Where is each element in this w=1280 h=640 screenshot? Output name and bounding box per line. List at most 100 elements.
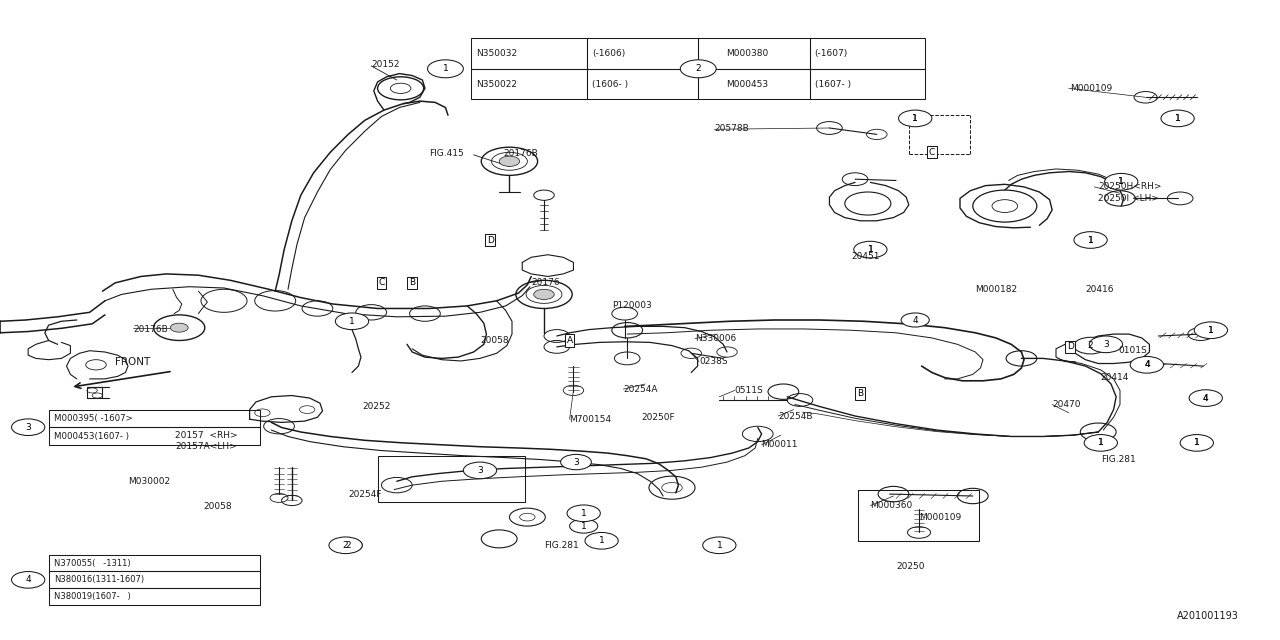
Text: 4: 4 bbox=[26, 575, 31, 584]
Text: C: C bbox=[379, 278, 384, 287]
Circle shape bbox=[1130, 356, 1164, 373]
Text: FIG.281: FIG.281 bbox=[1101, 455, 1135, 464]
Text: 4: 4 bbox=[1144, 360, 1149, 369]
Text: (-1606): (-1606) bbox=[593, 49, 626, 58]
Text: 3: 3 bbox=[1103, 340, 1108, 349]
Text: (1607- ): (1607- ) bbox=[814, 79, 851, 88]
Text: 1: 1 bbox=[581, 509, 586, 518]
Text: FRONT: FRONT bbox=[115, 356, 151, 367]
Text: 1: 1 bbox=[1098, 438, 1103, 447]
Text: 20252: 20252 bbox=[362, 402, 390, 411]
Circle shape bbox=[1189, 390, 1222, 406]
Text: M030002: M030002 bbox=[128, 477, 170, 486]
Text: N350022: N350022 bbox=[476, 79, 517, 88]
Text: 1: 1 bbox=[913, 114, 918, 123]
Text: 1: 1 bbox=[868, 245, 873, 254]
Text: 20250F: 20250F bbox=[641, 413, 675, 422]
Circle shape bbox=[1164, 111, 1192, 125]
Text: 1: 1 bbox=[1194, 438, 1199, 447]
Text: A: A bbox=[567, 336, 572, 345]
Text: D: D bbox=[1066, 342, 1074, 351]
Circle shape bbox=[1133, 358, 1161, 372]
Text: C: C bbox=[929, 148, 934, 157]
Circle shape bbox=[567, 505, 600, 522]
Circle shape bbox=[1076, 233, 1105, 247]
Text: 1: 1 bbox=[349, 317, 355, 326]
Text: B: B bbox=[410, 278, 415, 287]
Text: 20176: 20176 bbox=[531, 278, 559, 287]
Circle shape bbox=[901, 313, 929, 327]
Circle shape bbox=[1180, 435, 1213, 451]
Circle shape bbox=[681, 60, 717, 78]
Text: 20152: 20152 bbox=[371, 60, 399, 68]
Text: M000453: M000453 bbox=[727, 79, 768, 88]
Text: N370055(   -1311): N370055( -1311) bbox=[54, 559, 131, 568]
Text: M000182: M000182 bbox=[975, 285, 1018, 294]
Text: 20416: 20416 bbox=[1085, 285, 1114, 294]
Text: 1: 1 bbox=[1088, 236, 1093, 244]
Text: 1: 1 bbox=[443, 64, 448, 74]
Text: 1: 1 bbox=[1088, 236, 1093, 244]
Text: 20157A<LH>: 20157A<LH> bbox=[175, 442, 237, 451]
Circle shape bbox=[12, 419, 45, 435]
Text: 1: 1 bbox=[717, 541, 722, 550]
Text: 20176B: 20176B bbox=[503, 149, 538, 158]
Text: 0101S: 0101S bbox=[1119, 346, 1147, 355]
Circle shape bbox=[428, 60, 463, 78]
Text: 3: 3 bbox=[573, 458, 579, 467]
Circle shape bbox=[1084, 435, 1117, 451]
Circle shape bbox=[1183, 436, 1211, 450]
Circle shape bbox=[703, 537, 736, 554]
Text: 20451: 20451 bbox=[851, 252, 879, 260]
Text: 20254B: 20254B bbox=[778, 412, 813, 420]
Text: N350032: N350032 bbox=[476, 49, 517, 58]
Text: 20578B: 20578B bbox=[714, 124, 749, 132]
Text: 1: 1 bbox=[1119, 177, 1124, 186]
Circle shape bbox=[499, 156, 520, 166]
Circle shape bbox=[12, 572, 45, 588]
Text: 20254A: 20254A bbox=[623, 385, 658, 394]
Circle shape bbox=[1107, 175, 1135, 189]
Circle shape bbox=[901, 111, 929, 125]
Text: D: D bbox=[486, 236, 494, 244]
Text: N380019(1607-   ): N380019(1607- ) bbox=[54, 592, 131, 601]
Text: 1: 1 bbox=[1194, 438, 1199, 447]
Text: B: B bbox=[858, 389, 863, 398]
Circle shape bbox=[170, 323, 188, 332]
Text: 0511S: 0511S bbox=[735, 386, 763, 395]
Text: 20250H<RH>: 20250H<RH> bbox=[1098, 182, 1162, 191]
Text: 4: 4 bbox=[1144, 360, 1149, 369]
Circle shape bbox=[335, 313, 369, 330]
Text: M00011: M00011 bbox=[762, 440, 799, 449]
Text: N330006: N330006 bbox=[695, 334, 736, 343]
Text: 1: 1 bbox=[1175, 114, 1180, 123]
Circle shape bbox=[1074, 337, 1107, 354]
Circle shape bbox=[856, 243, 884, 257]
Text: 1: 1 bbox=[1119, 177, 1124, 186]
Circle shape bbox=[854, 241, 887, 258]
Text: M700154: M700154 bbox=[570, 415, 612, 424]
Circle shape bbox=[899, 110, 932, 127]
Text: 2: 2 bbox=[1088, 341, 1093, 350]
Text: 2: 2 bbox=[343, 541, 348, 550]
Circle shape bbox=[1192, 391, 1220, 405]
Circle shape bbox=[1197, 323, 1225, 337]
Text: 0238S: 0238S bbox=[699, 357, 727, 366]
Text: 20176B: 20176B bbox=[133, 325, 168, 334]
Text: P120003: P120003 bbox=[612, 301, 652, 310]
Text: FIG.281: FIG.281 bbox=[544, 541, 579, 550]
Text: M000109: M000109 bbox=[919, 513, 961, 522]
Text: 20157  <RH>: 20157 <RH> bbox=[175, 431, 238, 440]
Circle shape bbox=[1074, 232, 1107, 248]
Circle shape bbox=[534, 289, 554, 300]
Text: 4: 4 bbox=[1203, 394, 1208, 403]
Text: N380016(1311-1607): N380016(1311-1607) bbox=[54, 575, 143, 584]
Text: 1: 1 bbox=[1098, 438, 1103, 447]
Circle shape bbox=[1194, 322, 1228, 339]
Circle shape bbox=[585, 532, 618, 549]
Text: 1: 1 bbox=[1208, 326, 1213, 335]
Circle shape bbox=[570, 519, 598, 533]
Text: 3: 3 bbox=[477, 466, 483, 475]
Text: 1: 1 bbox=[1208, 326, 1213, 335]
Text: 1: 1 bbox=[1175, 114, 1180, 123]
